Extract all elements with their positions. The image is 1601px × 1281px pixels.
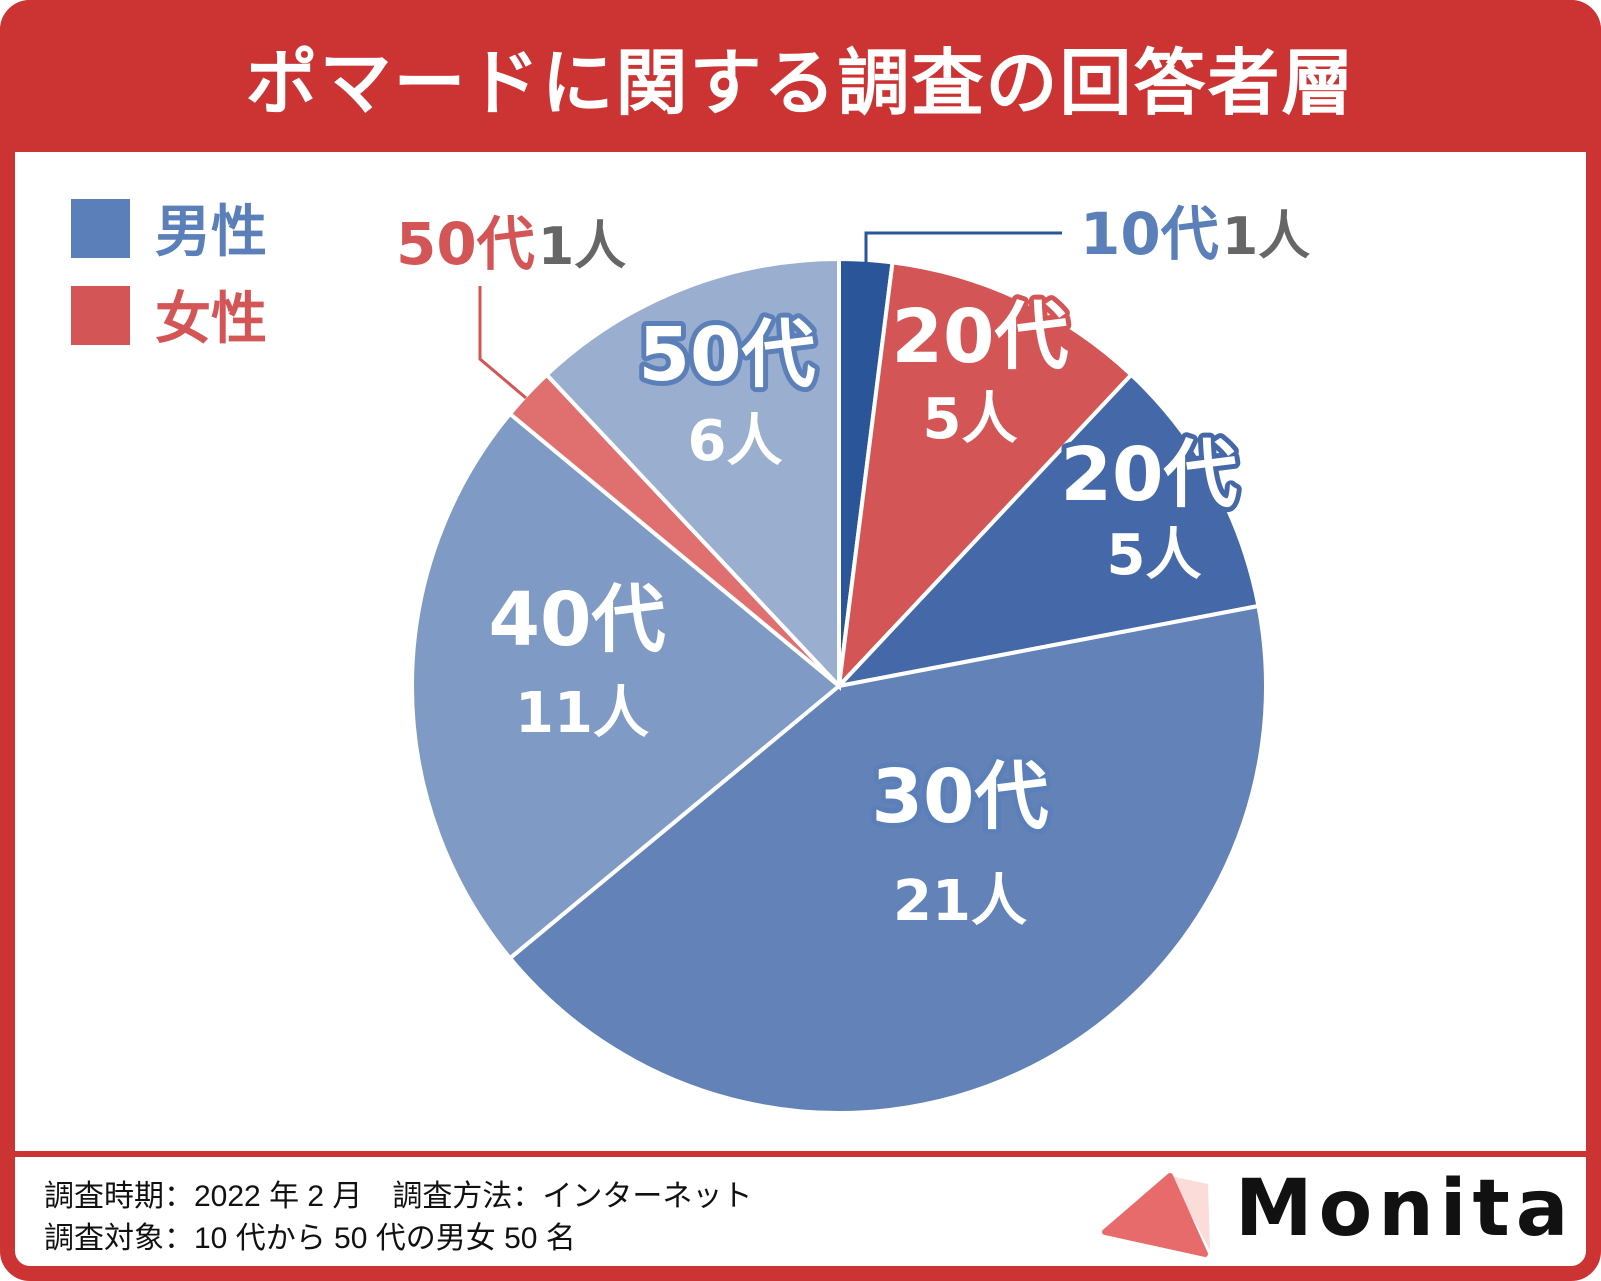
external-slice-category-label: 10代 [1080, 200, 1219, 268]
logo-triangle-icon [1102, 1173, 1210, 1257]
external-slice-category-label: 50代 [396, 210, 535, 278]
slice-category-label: 30代 [872, 754, 1049, 840]
pie-slice [833, 371, 1261, 690]
logo-text: Monita [1235, 1164, 1575, 1254]
legend-label: 女性 [155, 287, 267, 352]
slice-category-label: 40代 [489, 577, 666, 663]
slice-category-label: 20代 [892, 294, 1069, 380]
legend-swatch [71, 286, 130, 345]
slice-value-label: 6人 [688, 409, 783, 474]
legend-swatch [71, 199, 130, 258]
survey-period-method: 調査時期：2022 年 2 月 調査方法：インターネット [44, 1180, 753, 1213]
slice-category-label: 50代 [639, 312, 816, 398]
slice-value-label: 5人 [1107, 523, 1202, 588]
pie-slice [836, 260, 1135, 692]
external-slice-value-label: 1人 [538, 217, 626, 277]
legend-label: 男性 [155, 200, 267, 265]
pie-slice [543, 256, 841, 692]
title-bar: ポマードに関する調査の回答者層 [0, 0, 1601, 152]
slice-value-label: 5人 [923, 387, 1018, 452]
leader-line-10s-male [864, 231, 1062, 262]
survey-info: 調査時期：2022 年 2 月 調査方法：インターネット 調査対象：10 代から… [44, 1176, 752, 1260]
pie-slice [507, 603, 1268, 1116]
survey-target: 調査対象：10 代から 50 代の男女 50 名 [44, 1222, 576, 1255]
leader-line-50s-female [478, 286, 527, 400]
chart-title: ポマードに関する調査の回答者層 [245, 40, 1356, 125]
footer-divider [15, 1151, 1586, 1157]
external-slice-value-label: 1人 [1222, 207, 1310, 267]
slice-category-label: 20代 [1061, 432, 1238, 518]
slice-value-label: 21人 [893, 869, 1027, 934]
slice-value-label: 11人 [515, 681, 649, 746]
monita-logo: Monita [1100, 1164, 1570, 1260]
pie-slice [410, 411, 843, 961]
